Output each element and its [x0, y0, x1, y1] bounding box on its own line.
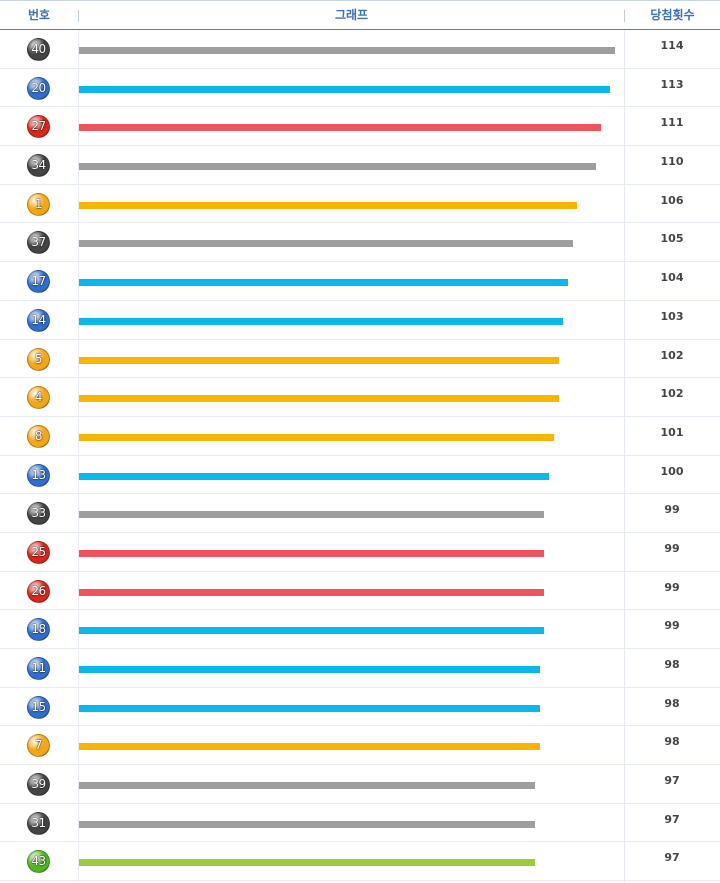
table-row: 8 101 — [0, 417, 720, 456]
number-ball: 27 — [27, 115, 50, 139]
table-row: 40 114 — [0, 30, 720, 69]
number-ball: 39 — [27, 773, 50, 797]
bar — [79, 472, 549, 480]
bar — [79, 549, 544, 557]
count-label: 110 — [660, 155, 684, 169]
table-header: 번호 그래프 당첨횟수 — [0, 0, 720, 30]
count-label: 114 — [660, 39, 684, 52]
chart-rows: 40 114 20 113 27 111 34 110 1 106 37 105 17 104 14 103 5… — [0, 30, 720, 882]
count-label: 99 — [664, 619, 680, 633]
count-label: 99 — [664, 503, 680, 517]
table-row: 13 100 — [0, 456, 720, 495]
table-row: 39 97 — [0, 765, 720, 804]
number-ball: 17 — [27, 270, 50, 294]
count-label: 106 — [660, 193, 684, 207]
table-row: 31 97 — [0, 804, 720, 843]
table-row: 4 102 — [0, 378, 720, 417]
count-label: 97 — [664, 774, 680, 788]
count-label: 105 — [660, 232, 684, 246]
table-row: 27 111 — [0, 107, 720, 147]
table-row: 11 98 — [0, 649, 720, 688]
number-ball: 26 — [27, 579, 50, 603]
bar — [79, 124, 601, 132]
bar — [79, 627, 544, 635]
table-row: 26 99 — [0, 572, 720, 611]
number-ball: 25 — [27, 540, 50, 564]
count-label: 101 — [660, 425, 684, 439]
number-ball: 18 — [27, 618, 50, 642]
header-count: 당첨횟수 — [650, 8, 695, 22]
column-divider — [78, 30, 79, 883]
bar — [79, 704, 540, 712]
table-row: 15 98 — [0, 688, 720, 727]
bar — [79, 433, 554, 441]
bar — [79, 201, 577, 209]
header-divider — [624, 10, 625, 22]
number-ball: 4 — [27, 386, 50, 410]
count-label: 97 — [664, 851, 680, 865]
number-ball: 14 — [27, 308, 50, 332]
number-ball: 37 — [27, 231, 50, 255]
number-ball: 20 — [27, 76, 50, 100]
table-row: 43 97 — [0, 842, 720, 882]
bar — [79, 511, 544, 519]
count-label: 102 — [660, 348, 684, 362]
header-number: 번호 — [27, 8, 51, 22]
bar — [79, 317, 563, 325]
bar — [79, 743, 540, 751]
table-row: 34 110 — [0, 146, 720, 185]
count-label: 104 — [660, 271, 684, 285]
number-ball: 43 — [27, 850, 50, 874]
number-ball: 15 — [27, 695, 50, 719]
table-row: 25 99 — [0, 533, 720, 572]
bar — [79, 240, 573, 248]
bar — [79, 85, 610, 93]
count-label: 98 — [664, 735, 680, 749]
number-ball: 40 — [27, 38, 50, 61]
bar — [79, 163, 596, 171]
bar — [79, 782, 535, 790]
number-ball: 11 — [27, 657, 50, 680]
bar — [79, 588, 544, 596]
count-label: 102 — [660, 387, 684, 401]
number-ball: 31 — [27, 811, 50, 835]
count-label: 113 — [660, 77, 684, 91]
bar — [79, 279, 568, 287]
bar — [79, 820, 535, 828]
table-row: 14 103 — [0, 301, 720, 340]
count-label: 98 — [664, 658, 680, 671]
number-ball: 13 — [27, 463, 50, 487]
number-ball: 34 — [27, 154, 50, 178]
count-label: 98 — [664, 696, 680, 710]
number-ball: 1 — [27, 192, 50, 216]
count-label: 99 — [664, 580, 680, 594]
bar — [79, 395, 559, 403]
table-row: 33 99 — [0, 494, 720, 533]
table-row: 5 102 — [0, 340, 720, 379]
number-ball: 5 — [27, 347, 50, 371]
column-divider — [624, 30, 625, 883]
bar — [79, 47, 615, 54]
bar — [79, 356, 559, 364]
table-row: 17 104 — [0, 262, 720, 301]
table-row: 1 106 — [0, 185, 720, 224]
count-label: 100 — [660, 464, 684, 478]
bar — [79, 666, 540, 673]
table-row: 37 105 — [0, 223, 720, 263]
count-label: 97 — [664, 812, 680, 826]
number-ball: 7 — [27, 734, 50, 758]
number-ball: 8 — [27, 424, 50, 448]
bar — [79, 859, 535, 867]
count-label: 99 — [664, 541, 680, 555]
number-ball: 33 — [27, 502, 50, 526]
table-row: 20 113 — [0, 69, 720, 108]
table-row: 7 98 — [0, 726, 720, 766]
count-label: 103 — [660, 309, 684, 323]
header-graph: 그래프 — [334, 8, 369, 22]
header-divider — [78, 10, 79, 22]
count-label: 111 — [660, 116, 684, 130]
table-row: 18 99 — [0, 610, 720, 649]
